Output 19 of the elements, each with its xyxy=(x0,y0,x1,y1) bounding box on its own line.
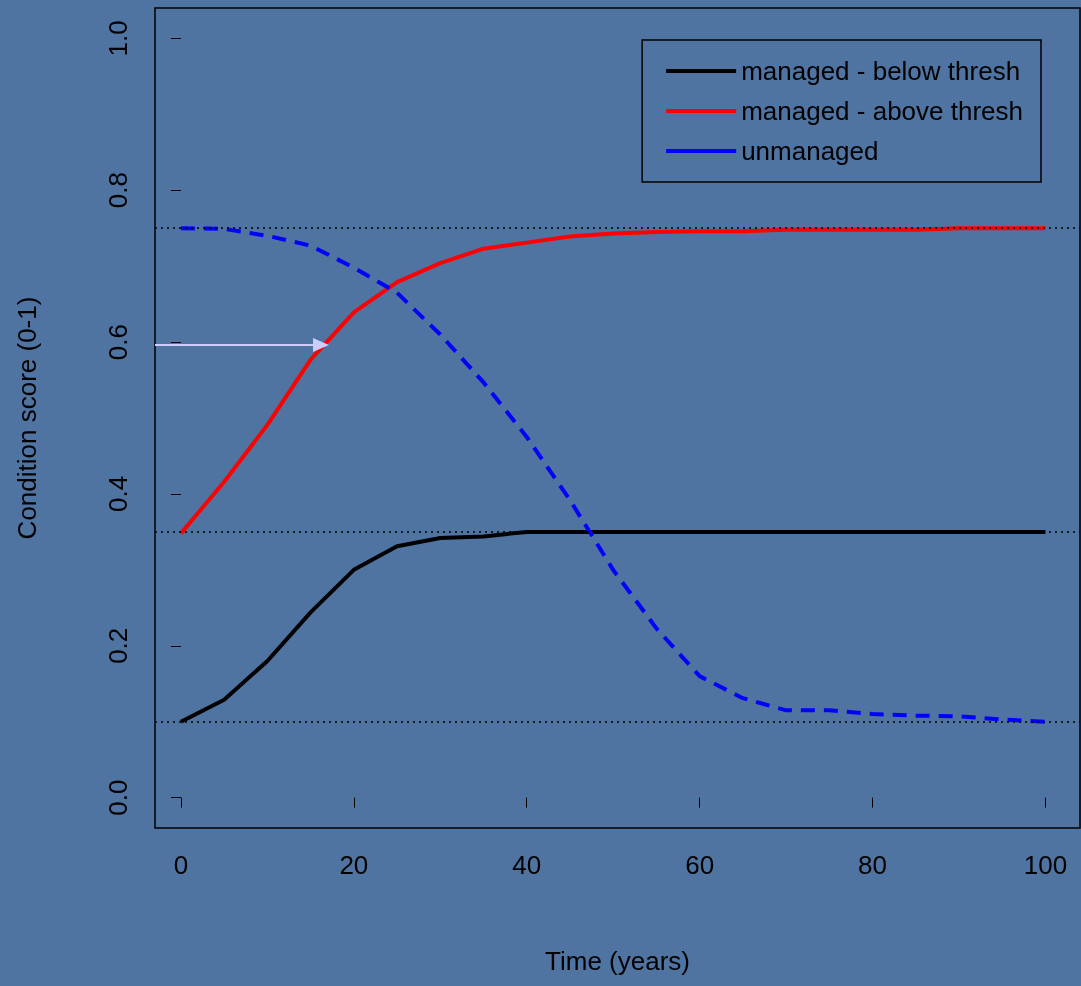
x-tick-label: 0 xyxy=(173,850,189,880)
y-tick-label: 0.6 xyxy=(103,324,133,361)
x-tick-label: 40 xyxy=(512,850,542,880)
y-tick-label: 0.8 xyxy=(103,172,133,209)
legend-label: managed - below thresh xyxy=(741,56,1021,86)
x-axis-title: Time (years) xyxy=(545,946,690,976)
y-tick-label: 0.2 xyxy=(103,627,133,664)
y-tick-label: 0.0 xyxy=(103,779,133,816)
legend-label: unmanaged xyxy=(741,136,879,166)
line-series xyxy=(178,226,1048,724)
x-tick-label: 80 xyxy=(858,850,887,880)
x-tick-label: 20 xyxy=(339,850,369,880)
x-tick-label: 60 xyxy=(685,850,715,880)
x-tick-label: 100 xyxy=(1023,850,1068,880)
y-tick-label: 1.0 xyxy=(103,20,133,57)
legend-label: managed - above thresh xyxy=(741,96,1024,126)
line-series xyxy=(178,226,1048,536)
y-tick-label: 0.4 xyxy=(103,475,133,512)
y-axis-title: Condition score (0-1) xyxy=(12,296,42,540)
